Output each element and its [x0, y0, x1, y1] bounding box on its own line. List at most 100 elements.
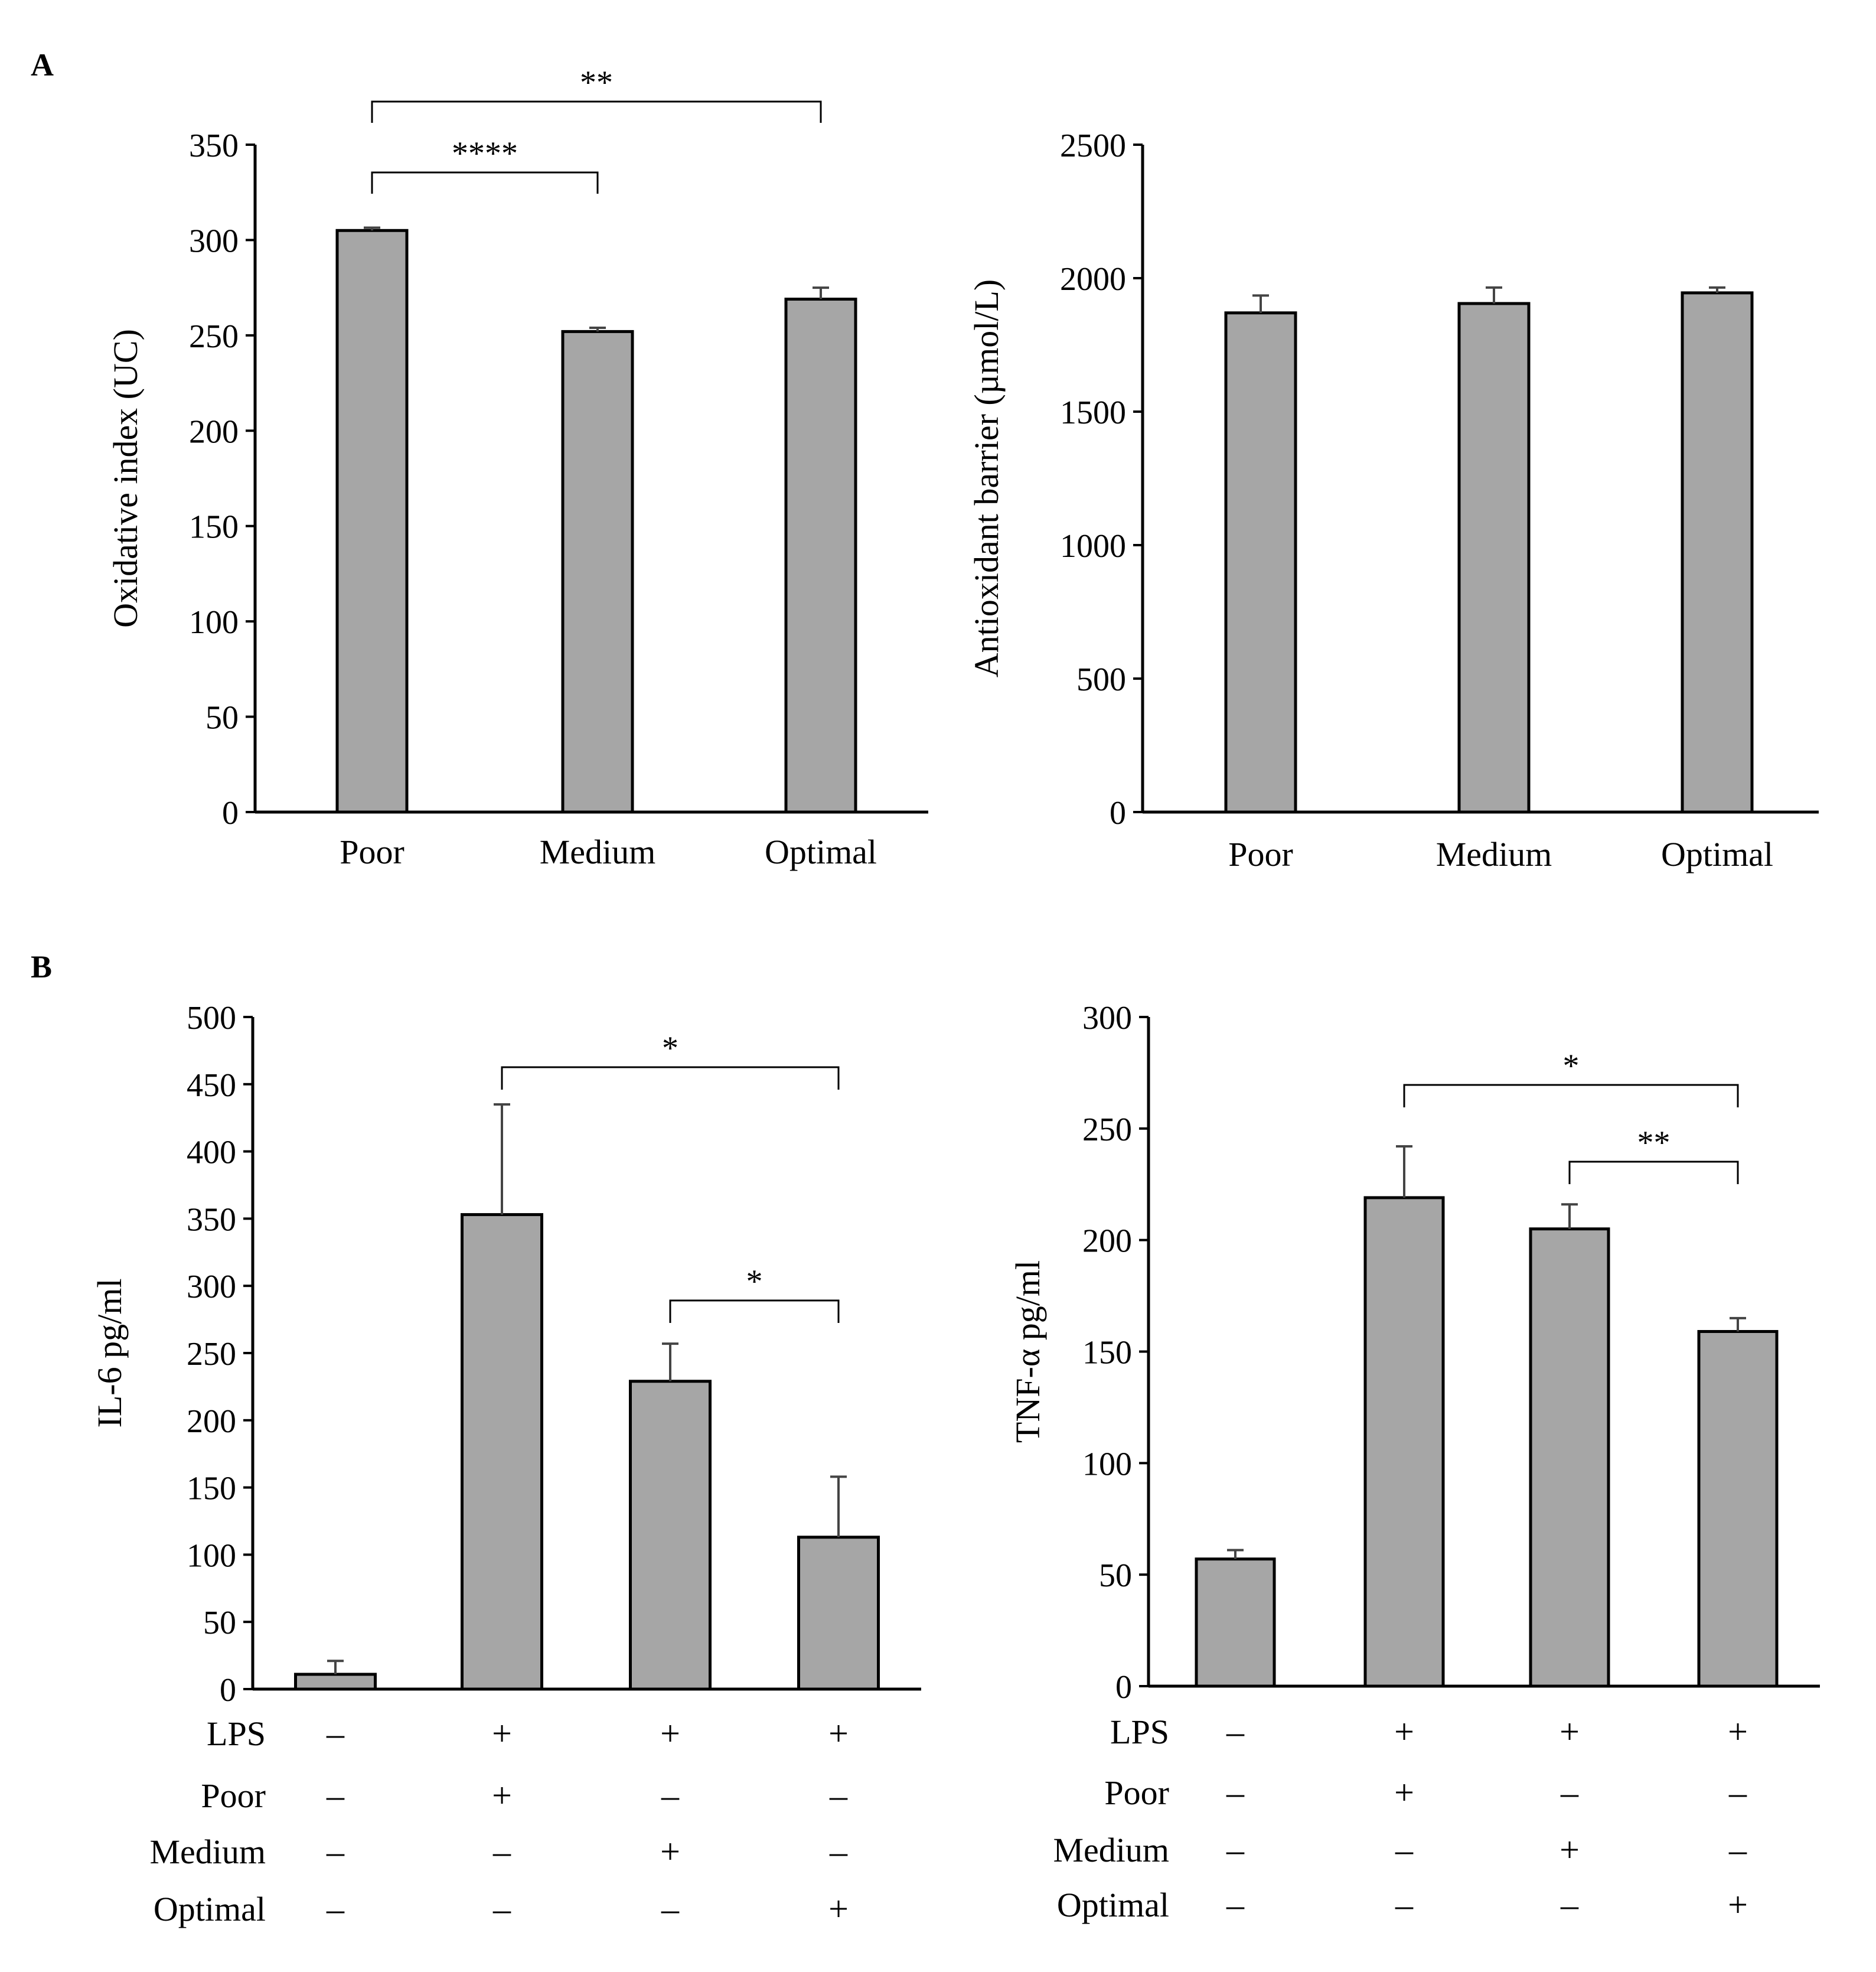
y-tick-label: 250 — [189, 318, 239, 355]
y-tick-label: 0 — [1115, 1669, 1132, 1706]
y-tick-label: 200 — [1082, 1223, 1132, 1260]
treatment-sign: – — [326, 1776, 345, 1815]
treatment-sign: – — [1226, 1712, 1245, 1751]
bar-3 — [797, 1536, 880, 1691]
treatment-sign: + — [660, 1714, 680, 1753]
y-tick-label: 1000 — [1060, 528, 1126, 565]
treatment-sign: + — [1394, 1773, 1414, 1812]
treatment-sign: + — [1559, 1830, 1580, 1869]
significance-label-1: * — [746, 1263, 763, 1300]
bar-1 — [1363, 1196, 1445, 1688]
significance-bracket-1 — [371, 171, 599, 194]
bar-0 — [1224, 311, 1297, 814]
bar-2 — [1681, 291, 1754, 814]
treatment-sign: + — [828, 1714, 849, 1753]
y-tick-label: 350 — [187, 1201, 236, 1238]
treatment-sign: – — [1395, 1885, 1414, 1924]
y-tick-label: 100 — [189, 604, 239, 641]
bar-3 — [1697, 1330, 1779, 1688]
treatment-sign: – — [1728, 1830, 1747, 1869]
category-label-optimal: Optimal — [765, 833, 877, 871]
bar-2 — [1529, 1227, 1610, 1688]
y-tick-label: 150 — [1082, 1335, 1132, 1371]
significance-bracket-0 — [1403, 1084, 1739, 1107]
y-tick-label: 2500 — [1060, 128, 1126, 164]
treatment-sign: – — [492, 1889, 511, 1928]
y-tick-label: 500 — [1076, 661, 1126, 698]
y-axis-title: Antioxidant barrier (µmol/L) — [967, 279, 1006, 677]
antioxidant-barrier-chart: 0 500 1000 1500 2000 2500 Antioxidant barrier … — [967, 128, 1819, 873]
row-label-lps: LPS — [207, 1715, 266, 1753]
treatment-sign: – — [326, 1832, 345, 1871]
treatment-sign: – — [1728, 1773, 1747, 1812]
treatment-sign: + — [492, 1714, 512, 1753]
treatment-sign: – — [326, 1714, 345, 1753]
y-axis-title: TNF-α pg/ml — [1009, 1260, 1047, 1443]
y-tick-label: 200 — [187, 1403, 236, 1440]
treatment-sign: – — [829, 1776, 848, 1815]
treatment-sign: – — [1395, 1830, 1414, 1869]
category-label-poor: Poor — [1228, 835, 1293, 873]
row-label-medium: Medium — [149, 1833, 266, 1871]
y-tick-label: 150 — [187, 1471, 236, 1507]
row-label-optimal: Optimal — [1057, 1886, 1169, 1924]
bar-2 — [629, 1380, 712, 1691]
bar-2 — [784, 298, 857, 814]
treatment-sign: + — [828, 1889, 849, 1928]
y-axis-title: IL-6 pg/ml — [90, 1279, 129, 1428]
tnf-alpha-chart: 0 50 100 150 200 250 300 TNF-α pg/ml LPS – + + + Poor… — [1009, 1000, 1820, 1924]
significance-bracket-0 — [371, 100, 822, 123]
y-tick-label: 0 — [1110, 795, 1126, 832]
significance-label-0: * — [662, 1030, 678, 1067]
significance-label-1: ** — [1637, 1124, 1671, 1161]
category-label-optimal: Optimal — [1661, 835, 1773, 873]
y-tick-label: 250 — [187, 1336, 236, 1373]
treatment-sign: + — [492, 1776, 512, 1815]
bar-1 — [1457, 302, 1531, 814]
y-tick-label: 400 — [187, 1135, 236, 1171]
category-label-medium: Medium — [540, 833, 656, 871]
row-label-optimal: Optimal — [154, 1890, 266, 1928]
bar-0 — [335, 229, 409, 814]
y-tick-label: 2000 — [1060, 261, 1126, 298]
row-label-poor: Poor — [1104, 1774, 1169, 1812]
y-tick-label: 0 — [220, 1672, 236, 1709]
y-tick-label: 300 — [189, 223, 239, 259]
treatment-sign: – — [661, 1776, 680, 1815]
treatment-sign: + — [1728, 1712, 1748, 1751]
panel-label-b: B — [31, 949, 52, 985]
treatment-sign: – — [1560, 1773, 1579, 1812]
row-label-poor: Poor — [201, 1777, 266, 1815]
y-tick-label: 250 — [1082, 1112, 1132, 1148]
treatment-sign: + — [1394, 1712, 1414, 1751]
y-tick-label: 350 — [189, 128, 239, 164]
bar-0 — [294, 1673, 377, 1691]
y-tick-label: 100 — [187, 1537, 236, 1574]
treatment-sign: – — [492, 1832, 511, 1871]
treatment-sign: – — [661, 1889, 680, 1928]
treatment-sign: – — [1226, 1830, 1245, 1869]
significance-bracket-0 — [501, 1066, 840, 1090]
bar-1 — [461, 1213, 543, 1691]
y-tick-label: 50 — [203, 1605, 236, 1641]
y-tick-label: 200 — [189, 413, 239, 450]
row-label-medium: Medium — [1053, 1831, 1169, 1869]
panel-label-a: A — [31, 47, 54, 83]
treatment-sign: + — [1559, 1712, 1580, 1751]
y-tick-label: 300 — [1082, 1000, 1132, 1036]
treatment-sign: + — [660, 1832, 680, 1871]
category-label-poor: Poor — [340, 833, 404, 871]
treatment-sign: – — [326, 1889, 345, 1928]
significance-bracket-1 — [669, 1299, 840, 1323]
y-axis-title: Oxidative index (UC) — [106, 329, 145, 628]
y-tick-label: 500 — [187, 1000, 236, 1036]
il6-chart: 0 50 100 150 200 250 300 350 400 450 500 IL-6 pg/ml… — [90, 1000, 921, 1928]
significance-label-0: * — [1563, 1048, 1580, 1084]
treatment-sign: + — [1728, 1885, 1748, 1924]
y-tick-label: 100 — [1082, 1446, 1132, 1482]
significance-bracket-1 — [1568, 1161, 1739, 1184]
y-tick-label: 0 — [222, 795, 239, 832]
y-tick-label: 450 — [187, 1067, 236, 1104]
row-label-lps: LPS — [1110, 1713, 1169, 1751]
